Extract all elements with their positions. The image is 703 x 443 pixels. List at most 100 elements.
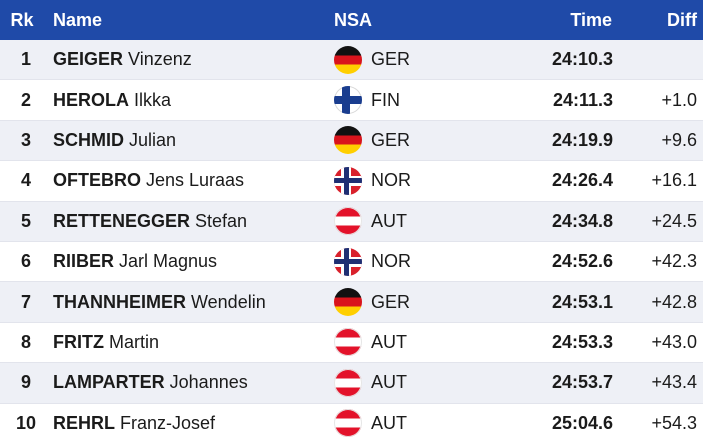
athlete-first-name: Ilkka [134, 89, 172, 110]
table-row[interactable]: 7 THANNHEIMER Wendelin GER 24:53.1 +42.8 [0, 281, 703, 322]
header-diff[interactable]: Diff [667, 9, 697, 30]
table-row[interactable]: 2 HEROLA Ilkka FIN 24:11.3 +1.0 [0, 79, 703, 120]
diff-cell: +43.0 [651, 331, 697, 352]
athlete-last-name: RETTENEGGER [53, 210, 191, 231]
athlete-last-name: THANNHEIMER [53, 291, 186, 312]
header-rank[interactable]: Rk [10, 9, 34, 30]
time-cell: 24:10.3 [551, 49, 613, 70]
austria-flag-icon [334, 368, 362, 397]
header-nsa[interactable]: NSA [334, 9, 373, 30]
nsa-code: GER [371, 129, 411, 150]
diff-cell: +42.3 [651, 251, 697, 272]
athlete-last-name: GEIGER [53, 49, 124, 70]
nsa-cell: GER [334, 40, 410, 79]
rank-cell: 1 [20, 49, 31, 70]
athlete-first-name: Vinzenz [128, 49, 192, 70]
nsa-cell: NOR [334, 242, 411, 281]
nsa-code: GER [371, 49, 411, 70]
athlete-name[interactable]: RIIBER Jarl Magnus [53, 242, 217, 281]
nsa-cell: AUT [334, 202, 407, 241]
athlete-last-name: FRITZ [53, 331, 104, 352]
table-row[interactable]: 5 RETTENEGGER Stefan AUT 24:34.8 +24.5 [0, 200, 703, 241]
nsa-code: GER [371, 291, 411, 312]
nsa-cell: NOR [334, 161, 411, 200]
athlete-last-name: SCHMID [53, 129, 124, 150]
athlete-first-name: Jarl Magnus [119, 251, 218, 272]
norway-flag-icon [334, 247, 362, 276]
diff-cell: +54.3 [651, 412, 697, 433]
rank-cell: 6 [20, 251, 31, 272]
athlete-last-name: LAMPARTER [53, 372, 165, 393]
time-cell: 24:34.8 [551, 210, 613, 231]
athlete-first-name: Johannes [169, 372, 248, 393]
athlete-name[interactable]: FRITZ Martin [53, 323, 159, 362]
time-cell: 24:19.9 [551, 129, 613, 150]
table-row[interactable]: 1 GEIGER Vinzenz GER 24:10.3 [0, 40, 703, 80]
germany-flag-icon [334, 45, 362, 74]
table-row[interactable]: 10 REHRL Franz-Josef AUT 25:04.6 +54.3 [0, 402, 703, 443]
table-header: Rk Name NSA Time Diff [0, 0, 703, 40]
athlete-name[interactable]: RETTENEGGER Stefan [53, 202, 247, 241]
diff-cell: +43.4 [651, 372, 697, 393]
table-row[interactable]: 3 SCHMID Julian GER 24:19.9 +9.6 [0, 119, 703, 161]
rank-cell: 2 [20, 89, 31, 110]
nsa-code: AUT [371, 412, 407, 433]
table-row[interactable]: 9 LAMPARTER Johannes AUT 24:53.7 +43.4 [0, 362, 703, 403]
nsa-code: AUT [371, 331, 407, 352]
nsa-code: NOR [371, 251, 411, 272]
diff-cell: +1.0 [661, 89, 697, 110]
table-row[interactable]: 6 RIIBER Jarl Magnus NOR 24:52.6 +42.3 [0, 240, 703, 282]
table-row[interactable]: 8 FRITZ Martin AUT 24:53.3 +43.0 [0, 321, 703, 363]
athlete-first-name: Julian [129, 129, 177, 150]
header-name[interactable]: Name [53, 9, 103, 30]
athlete-last-name: OFTEBRO [53, 170, 141, 191]
nsa-code: AUT [371, 372, 407, 393]
table-row[interactable]: 4 OFTEBRO Jens Luraas NOR 24:26.4 +16.1 [0, 160, 703, 201]
athlete-name[interactable]: SCHMID Julian [53, 121, 176, 160]
austria-flag-icon [334, 409, 362, 438]
rank-cell: 7 [20, 291, 31, 312]
time-cell: 24:53.7 [551, 372, 613, 393]
nsa-cell: AUT [334, 363, 407, 402]
athlete-name[interactable]: GEIGER Vinzenz [53, 40, 192, 79]
finland-flag-icon [334, 86, 362, 115]
athlete-first-name: Franz-Josef [120, 412, 216, 433]
diff-cell: +24.5 [651, 210, 697, 231]
nsa-code: NOR [371, 170, 411, 191]
rank-cell: 9 [20, 372, 31, 393]
nsa-code: FIN [371, 89, 400, 110]
nsa-cell: GER [334, 282, 410, 321]
athlete-last-name: RIIBER [53, 251, 115, 272]
norway-flag-icon [334, 166, 362, 195]
athlete-name[interactable]: OFTEBRO Jens Luraas [53, 161, 244, 200]
athlete-first-name: Martin [109, 331, 160, 352]
nsa-cell: GER [334, 121, 410, 160]
athlete-last-name: HEROLA [53, 89, 129, 110]
germany-flag-icon [334, 288, 362, 317]
germany-flag-icon [334, 126, 362, 155]
rank-cell: 5 [20, 210, 31, 231]
athlete-name[interactable]: LAMPARTER Johannes [53, 363, 248, 402]
athlete-last-name: REHRL [53, 412, 115, 433]
nsa-cell: FIN [334, 80, 400, 119]
time-cell: 24:53.3 [551, 331, 613, 352]
rank-cell: 10 [15, 412, 37, 433]
time-cell: 24:11.3 [552, 89, 613, 110]
athlete-name[interactable]: REHRL Franz-Josef [53, 404, 215, 443]
time-cell: 24:53.1 [551, 291, 613, 312]
austria-flag-icon [334, 207, 362, 236]
athlete-first-name: Stefan [195, 210, 248, 231]
diff-cell: +9.6 [661, 129, 697, 150]
athlete-name[interactable]: THANNHEIMER Wendelin [53, 282, 266, 321]
nsa-cell: AUT [334, 404, 407, 443]
rank-cell: 8 [20, 331, 31, 352]
austria-flag-icon [334, 328, 362, 357]
diff-cell: +42.8 [651, 291, 697, 312]
athlete-name[interactable]: HEROLA Ilkka [53, 80, 171, 119]
rank-cell: 4 [20, 170, 31, 191]
rank-cell: 3 [20, 129, 31, 150]
nsa-code: AUT [371, 210, 407, 231]
time-cell: 24:26.4 [551, 170, 613, 191]
header-time[interactable]: Time [570, 9, 612, 30]
